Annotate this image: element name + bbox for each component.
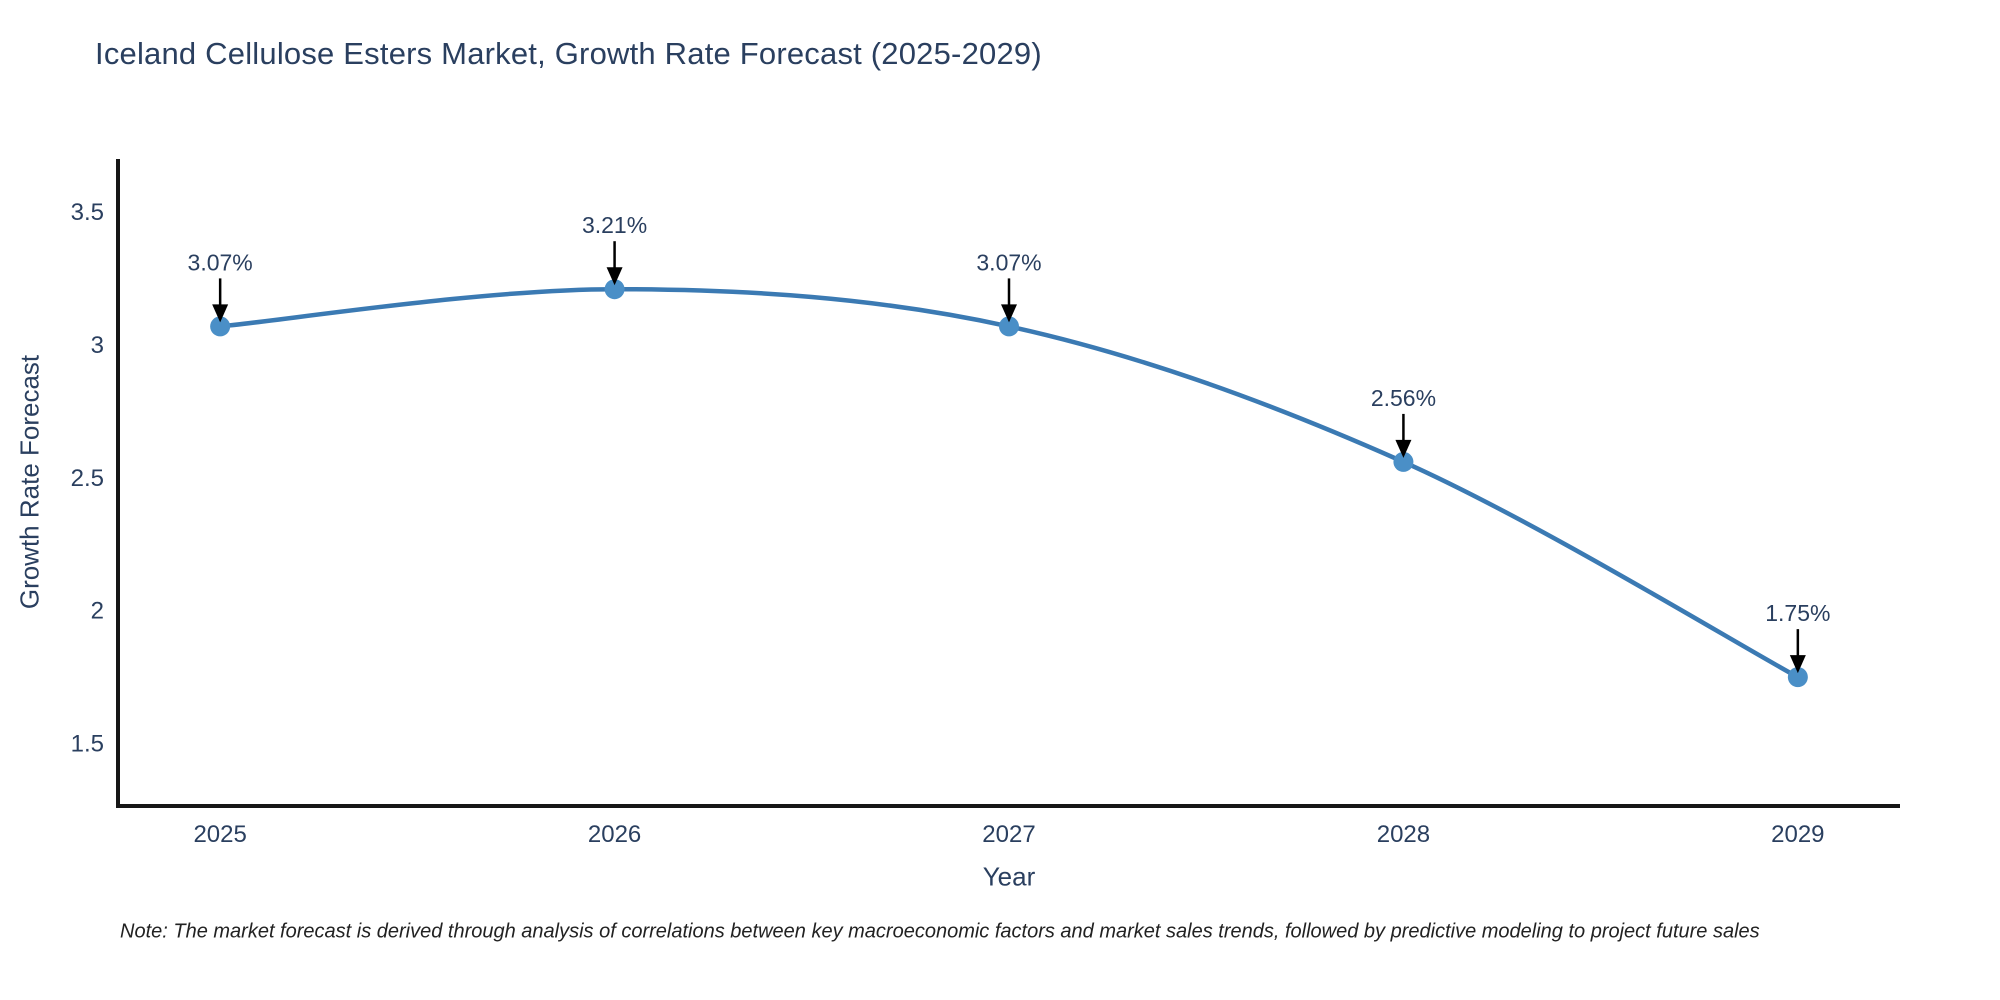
x-tick-label: 2027 — [982, 821, 1035, 848]
x-tick-label: 2025 — [193, 821, 246, 848]
point-value-label: 3.21% — [582, 212, 647, 238]
x-axis-title: Year — [982, 861, 1036, 892]
annotation-arrowhead-icon — [606, 267, 623, 286]
y-axis-title: Growth Rate Forecast — [14, 354, 45, 610]
annotation-arrowhead-icon — [1789, 655, 1806, 674]
point-value-label: 3.07% — [188, 249, 253, 275]
chart-title: Iceland Cellulose Esters Market, Growth … — [95, 36, 1042, 71]
annotation-arrowhead-icon — [1395, 439, 1412, 458]
footnote: Note: The market forecast is derived thr… — [120, 920, 1760, 943]
y-tick-label: 2.5 — [71, 465, 104, 492]
data-point — [1787, 667, 1808, 688]
point-value-label: 2.56% — [1371, 385, 1436, 411]
x-tick-label: 2028 — [1377, 821, 1430, 848]
point-value-label: 1.75% — [1765, 600, 1830, 626]
forecast-line — [217, 286, 1801, 680]
data-point — [999, 316, 1019, 337]
x-tick-label: 2029 — [1771, 821, 1824, 848]
y-tick-label: 1.5 — [71, 731, 104, 758]
x-tick-label: 2026 — [588, 821, 641, 848]
annotation-arrowhead-icon — [1001, 304, 1017, 323]
y-tick-label: 3 — [91, 332, 104, 359]
point-value-label: 3.07% — [976, 249, 1041, 275]
data-point — [210, 316, 231, 337]
y-tick-label: 3.5 — [71, 199, 104, 226]
annotation-arrowhead-icon — [212, 304, 229, 323]
y-tick-label: 2 — [91, 598, 104, 625]
data-point — [1393, 451, 1414, 472]
data-point — [604, 279, 625, 300]
